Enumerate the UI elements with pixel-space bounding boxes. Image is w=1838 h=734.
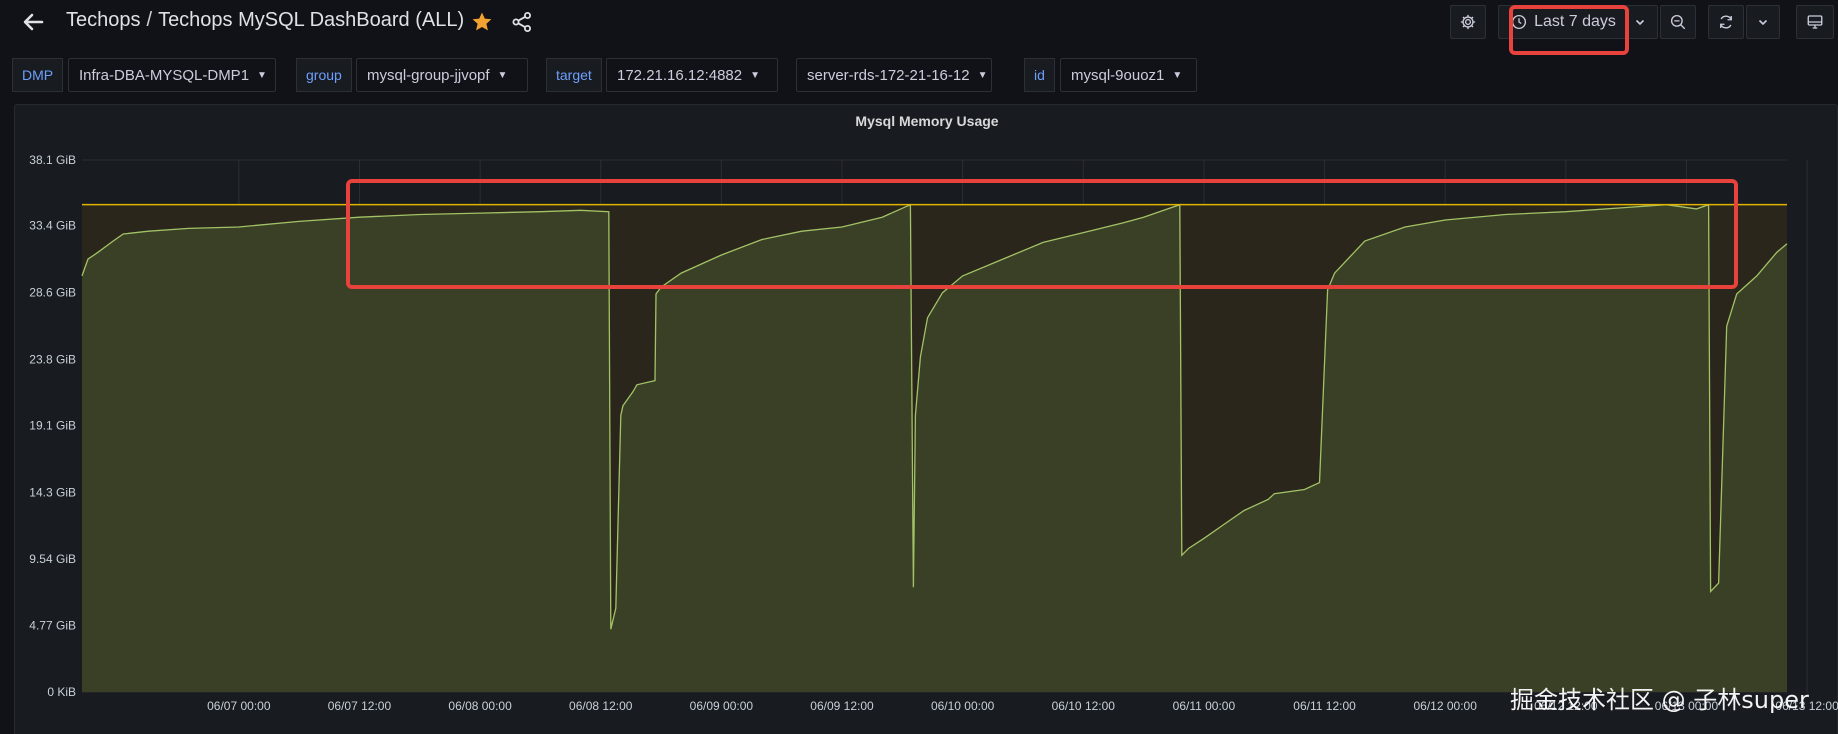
clock-icon (1512, 14, 1527, 30)
series-area (82, 204, 1787, 692)
variable-value: Infra-DBA-MYSQL-DMP1 (79, 66, 250, 84)
memory-usage-panel: Mysql Memory Usage 38.1 GiB 33.4 GiB 28.6 … (14, 104, 1838, 734)
refresh-interval-dropdown[interactable] (1746, 5, 1780, 39)
breadcrumb: Techops / Techops MySQL DashBoard (ALL) (66, 9, 464, 32)
variable-value: 172.21.16.12:4882 (617, 66, 743, 84)
variable-label-dmp: DMP (12, 58, 64, 92)
x-tick-label: 06/07 12:00 (328, 699, 392, 713)
dashboard-title[interactable]: Techops MySQL DashBoard (ALL) (158, 9, 465, 31)
gear-icon (1460, 14, 1476, 30)
x-tick-label: 06/11 00:00 (1173, 699, 1236, 713)
variable-value: mysql-9ouoz1 (1071, 66, 1165, 84)
series-line[interactable] (81, 203, 1788, 630)
variable-select-group[interactable]: mysql-group-jjvopf ▼ (356, 58, 528, 92)
chevron-down-icon: ▼ (497, 69, 508, 81)
watermark: 掘金技术社区 @ 子林super (1510, 686, 1809, 714)
variable-label-group: group (296, 58, 352, 92)
y-tick-label: 28.6 GiB (29, 286, 76, 300)
dashboard-settings-button[interactable] (1450, 5, 1486, 39)
variable-value: mysql-group-jjvopf (367, 66, 490, 84)
zoom-out-icon (1670, 14, 1686, 30)
variable-select-target[interactable]: 172.21.16.12:4882 ▼ (606, 58, 778, 92)
y-tick-label: 38.1 GiB (29, 153, 76, 167)
x-tick-label: 06/08 12:00 (569, 699, 633, 713)
x-tick-label: 06/12 00:00 (1413, 699, 1477, 713)
x-tick-label: 06/11 12:00 (1293, 699, 1356, 713)
refresh-button[interactable] (1708, 5, 1744, 39)
chevron-down-icon: ▼ (977, 69, 988, 81)
time-range-label: Last 7 days (1534, 13, 1616, 30)
y-tick-label: 9.54 GiB (29, 552, 76, 566)
variable-select-dmp[interactable]: Infra-DBA-MYSQL-DMP1 ▼ (68, 58, 276, 92)
chevron-down-icon: ▼ (750, 69, 761, 81)
variable-value: server-rds-172-21-16-12 (807, 66, 970, 84)
x-tick-label: 06/09 00:00 (690, 699, 754, 713)
x-tick-label: 06/10 12:00 (1052, 699, 1116, 713)
zoom-out-button[interactable] (1660, 5, 1696, 39)
memory-usage-chart[interactable]: 38.1 GiB 33.4 GiB 28.6 GiB 23.8 GiB 19.1 GiB… (15, 105, 1838, 734)
chevron-down-icon: ▼ (257, 69, 267, 81)
breadcrumb-separator: / (146, 9, 153, 31)
y-tick-label: 19.1 GiB (29, 418, 76, 432)
y-tick-label: 4.77 GiB (29, 618, 76, 632)
x-tick-label: 06/09 12:00 (810, 699, 874, 713)
refresh-icon (1720, 15, 1732, 29)
x-tick-label: 06/12 12:00 (1534, 699, 1598, 713)
view-mode-button[interactable] (1796, 5, 1834, 39)
breadcrumb-folder[interactable]: Techops (66, 9, 141, 31)
top-bar: Techops / Techops MySQL DashBoard (ALL) … (0, 0, 1838, 44)
back-button[interactable] (18, 8, 48, 36)
x-tick-label: 06/10 00:00 (931, 699, 995, 713)
monitor-icon (1807, 15, 1823, 29)
x-tick-label: 06/08 00:00 (448, 699, 512, 713)
variable-label-target: target (546, 58, 602, 92)
back-arrow-icon (23, 13, 44, 31)
variable-label-id: id (1024, 58, 1055, 92)
x-tick-label: 06/13 12:00 (1775, 699, 1838, 713)
chevron-down-icon (1758, 19, 1768, 26)
y-tick-label: 23.8 GiB (29, 353, 76, 367)
panel-title[interactable]: Mysql Memory Usage (855, 113, 999, 129)
y-tick-label: 33.4 GiB (29, 219, 76, 233)
x-tick-label: 06/07 00:00 (207, 699, 271, 713)
variable-select-id[interactable]: mysql-9ouoz1 ▼ (1060, 58, 1197, 92)
chevron-down-icon (1635, 19, 1644, 26)
y-tick-label: 14.3 GiB (29, 485, 76, 499)
time-range-picker[interactable]: Last 7 days (1498, 5, 1658, 39)
variable-select-server[interactable]: server-rds-172-21-16-12 ▼ (796, 58, 992, 92)
x-tick-label: 06/13 00:00 (1655, 699, 1719, 713)
y-tick-label: 0 KiB (47, 685, 76, 699)
share-icon[interactable] (510, 10, 534, 34)
chevron-down-icon: ▼ (1172, 69, 1183, 81)
star-icon[interactable] (470, 10, 494, 34)
